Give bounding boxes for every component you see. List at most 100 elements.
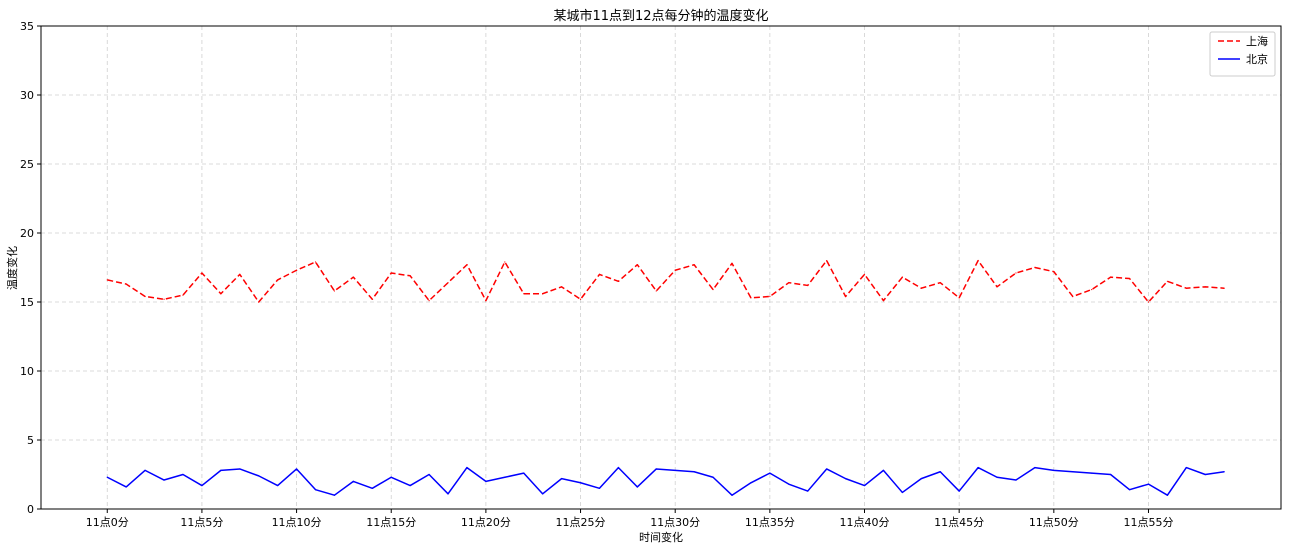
data-point bbox=[674, 469, 676, 471]
data-point bbox=[466, 467, 468, 469]
data-point bbox=[712, 288, 714, 291]
data-point bbox=[201, 272, 203, 274]
data-point bbox=[561, 286, 563, 288]
data-point bbox=[504, 261, 506, 263]
data-point bbox=[901, 491, 903, 494]
data-point bbox=[882, 300, 885, 302]
y-tick-label: 10 bbox=[20, 365, 34, 378]
y-tick-label: 30 bbox=[20, 89, 34, 102]
x-tick-label: 11点25分 bbox=[556, 516, 606, 529]
data-point bbox=[220, 293, 222, 295]
data-point bbox=[428, 300, 430, 302]
data-point bbox=[788, 282, 790, 284]
series-line bbox=[106, 466, 1225, 496]
data-point bbox=[1166, 494, 1169, 496]
grid-lines bbox=[41, 25, 1281, 510]
data-point bbox=[258, 475, 260, 477]
x-axis-title: 时间变化 bbox=[639, 530, 683, 544]
data-point bbox=[390, 272, 392, 274]
data-point bbox=[1091, 288, 1093, 291]
data-point bbox=[1034, 467, 1036, 469]
data-point bbox=[1223, 287, 1225, 289]
data-point bbox=[485, 480, 487, 482]
data-point bbox=[1053, 469, 1055, 471]
data-point bbox=[996, 286, 998, 288]
x-tick-label: 11点0分 bbox=[86, 516, 129, 529]
series-lines bbox=[106, 259, 1225, 496]
data-point bbox=[826, 260, 828, 262]
data-point bbox=[844, 295, 847, 298]
data-point bbox=[144, 295, 146, 298]
data-point bbox=[1015, 272, 1017, 274]
data-point bbox=[598, 487, 601, 489]
data-point bbox=[1034, 266, 1036, 269]
data-point bbox=[996, 476, 998, 478]
data-point bbox=[106, 476, 108, 478]
data-point bbox=[826, 468, 828, 470]
data-point bbox=[314, 489, 317, 491]
data-point bbox=[598, 273, 601, 275]
data-point bbox=[712, 476, 714, 478]
y-tick-label: 5 bbox=[27, 434, 34, 447]
data-point bbox=[371, 298, 373, 300]
data-point bbox=[277, 279, 279, 281]
data-point bbox=[1147, 301, 1150, 303]
data-point bbox=[1128, 277, 1131, 280]
data-point bbox=[579, 298, 582, 300]
x-tick-label: 11点10分 bbox=[272, 516, 322, 529]
data-point bbox=[617, 467, 620, 469]
data-point bbox=[977, 467, 979, 469]
data-point bbox=[693, 264, 695, 266]
data-point bbox=[277, 484, 279, 487]
data-point bbox=[788, 483, 790, 485]
data-point bbox=[977, 260, 979, 262]
data-point bbox=[750, 482, 752, 484]
data-point bbox=[1128, 489, 1131, 491]
data-point bbox=[239, 468, 241, 470]
data-point bbox=[769, 295, 771, 298]
data-point bbox=[731, 262, 733, 264]
data-point bbox=[409, 484, 411, 487]
data-point bbox=[390, 476, 392, 478]
data-point bbox=[807, 490, 809, 492]
data-point bbox=[447, 493, 449, 495]
data-point bbox=[371, 487, 373, 489]
x-tick-label: 11点45分 bbox=[934, 516, 984, 529]
data-point bbox=[655, 290, 657, 292]
data-point bbox=[106, 279, 108, 281]
y-tick-label: 25 bbox=[20, 158, 34, 171]
data-point bbox=[750, 297, 752, 299]
data-point bbox=[163, 479, 165, 481]
data-point bbox=[125, 283, 127, 285]
y-tick-label: 15 bbox=[20, 296, 34, 309]
data-point bbox=[939, 471, 941, 473]
data-point bbox=[636, 264, 638, 266]
data-point bbox=[863, 273, 866, 275]
data-point bbox=[617, 280, 620, 282]
data-point bbox=[561, 478, 563, 480]
series-line bbox=[107, 259, 1225, 303]
y-tick-label: 35 bbox=[20, 20, 34, 33]
data-point bbox=[636, 486, 638, 488]
data-point bbox=[939, 282, 941, 284]
data-point bbox=[409, 275, 411, 277]
data-point bbox=[807, 284, 809, 287]
data-point bbox=[674, 269, 676, 271]
data-point bbox=[920, 287, 922, 289]
data-point bbox=[1053, 271, 1055, 273]
x-tick-label: 11点5分 bbox=[180, 516, 223, 529]
data-point bbox=[295, 468, 298, 470]
data-point bbox=[144, 469, 146, 471]
data-point bbox=[504, 476, 506, 478]
data-point bbox=[466, 264, 468, 266]
data-point bbox=[920, 478, 922, 480]
data-point bbox=[1110, 276, 1112, 278]
x-tick-label: 11点30分 bbox=[650, 516, 700, 529]
data-point bbox=[523, 293, 525, 295]
x-tick-label: 11点40分 bbox=[840, 516, 890, 529]
data-point bbox=[352, 480, 354, 482]
legend-box bbox=[1209, 31, 1276, 77]
chart-title: 某城市11点到12点每分钟的温度变化 bbox=[553, 8, 768, 24]
